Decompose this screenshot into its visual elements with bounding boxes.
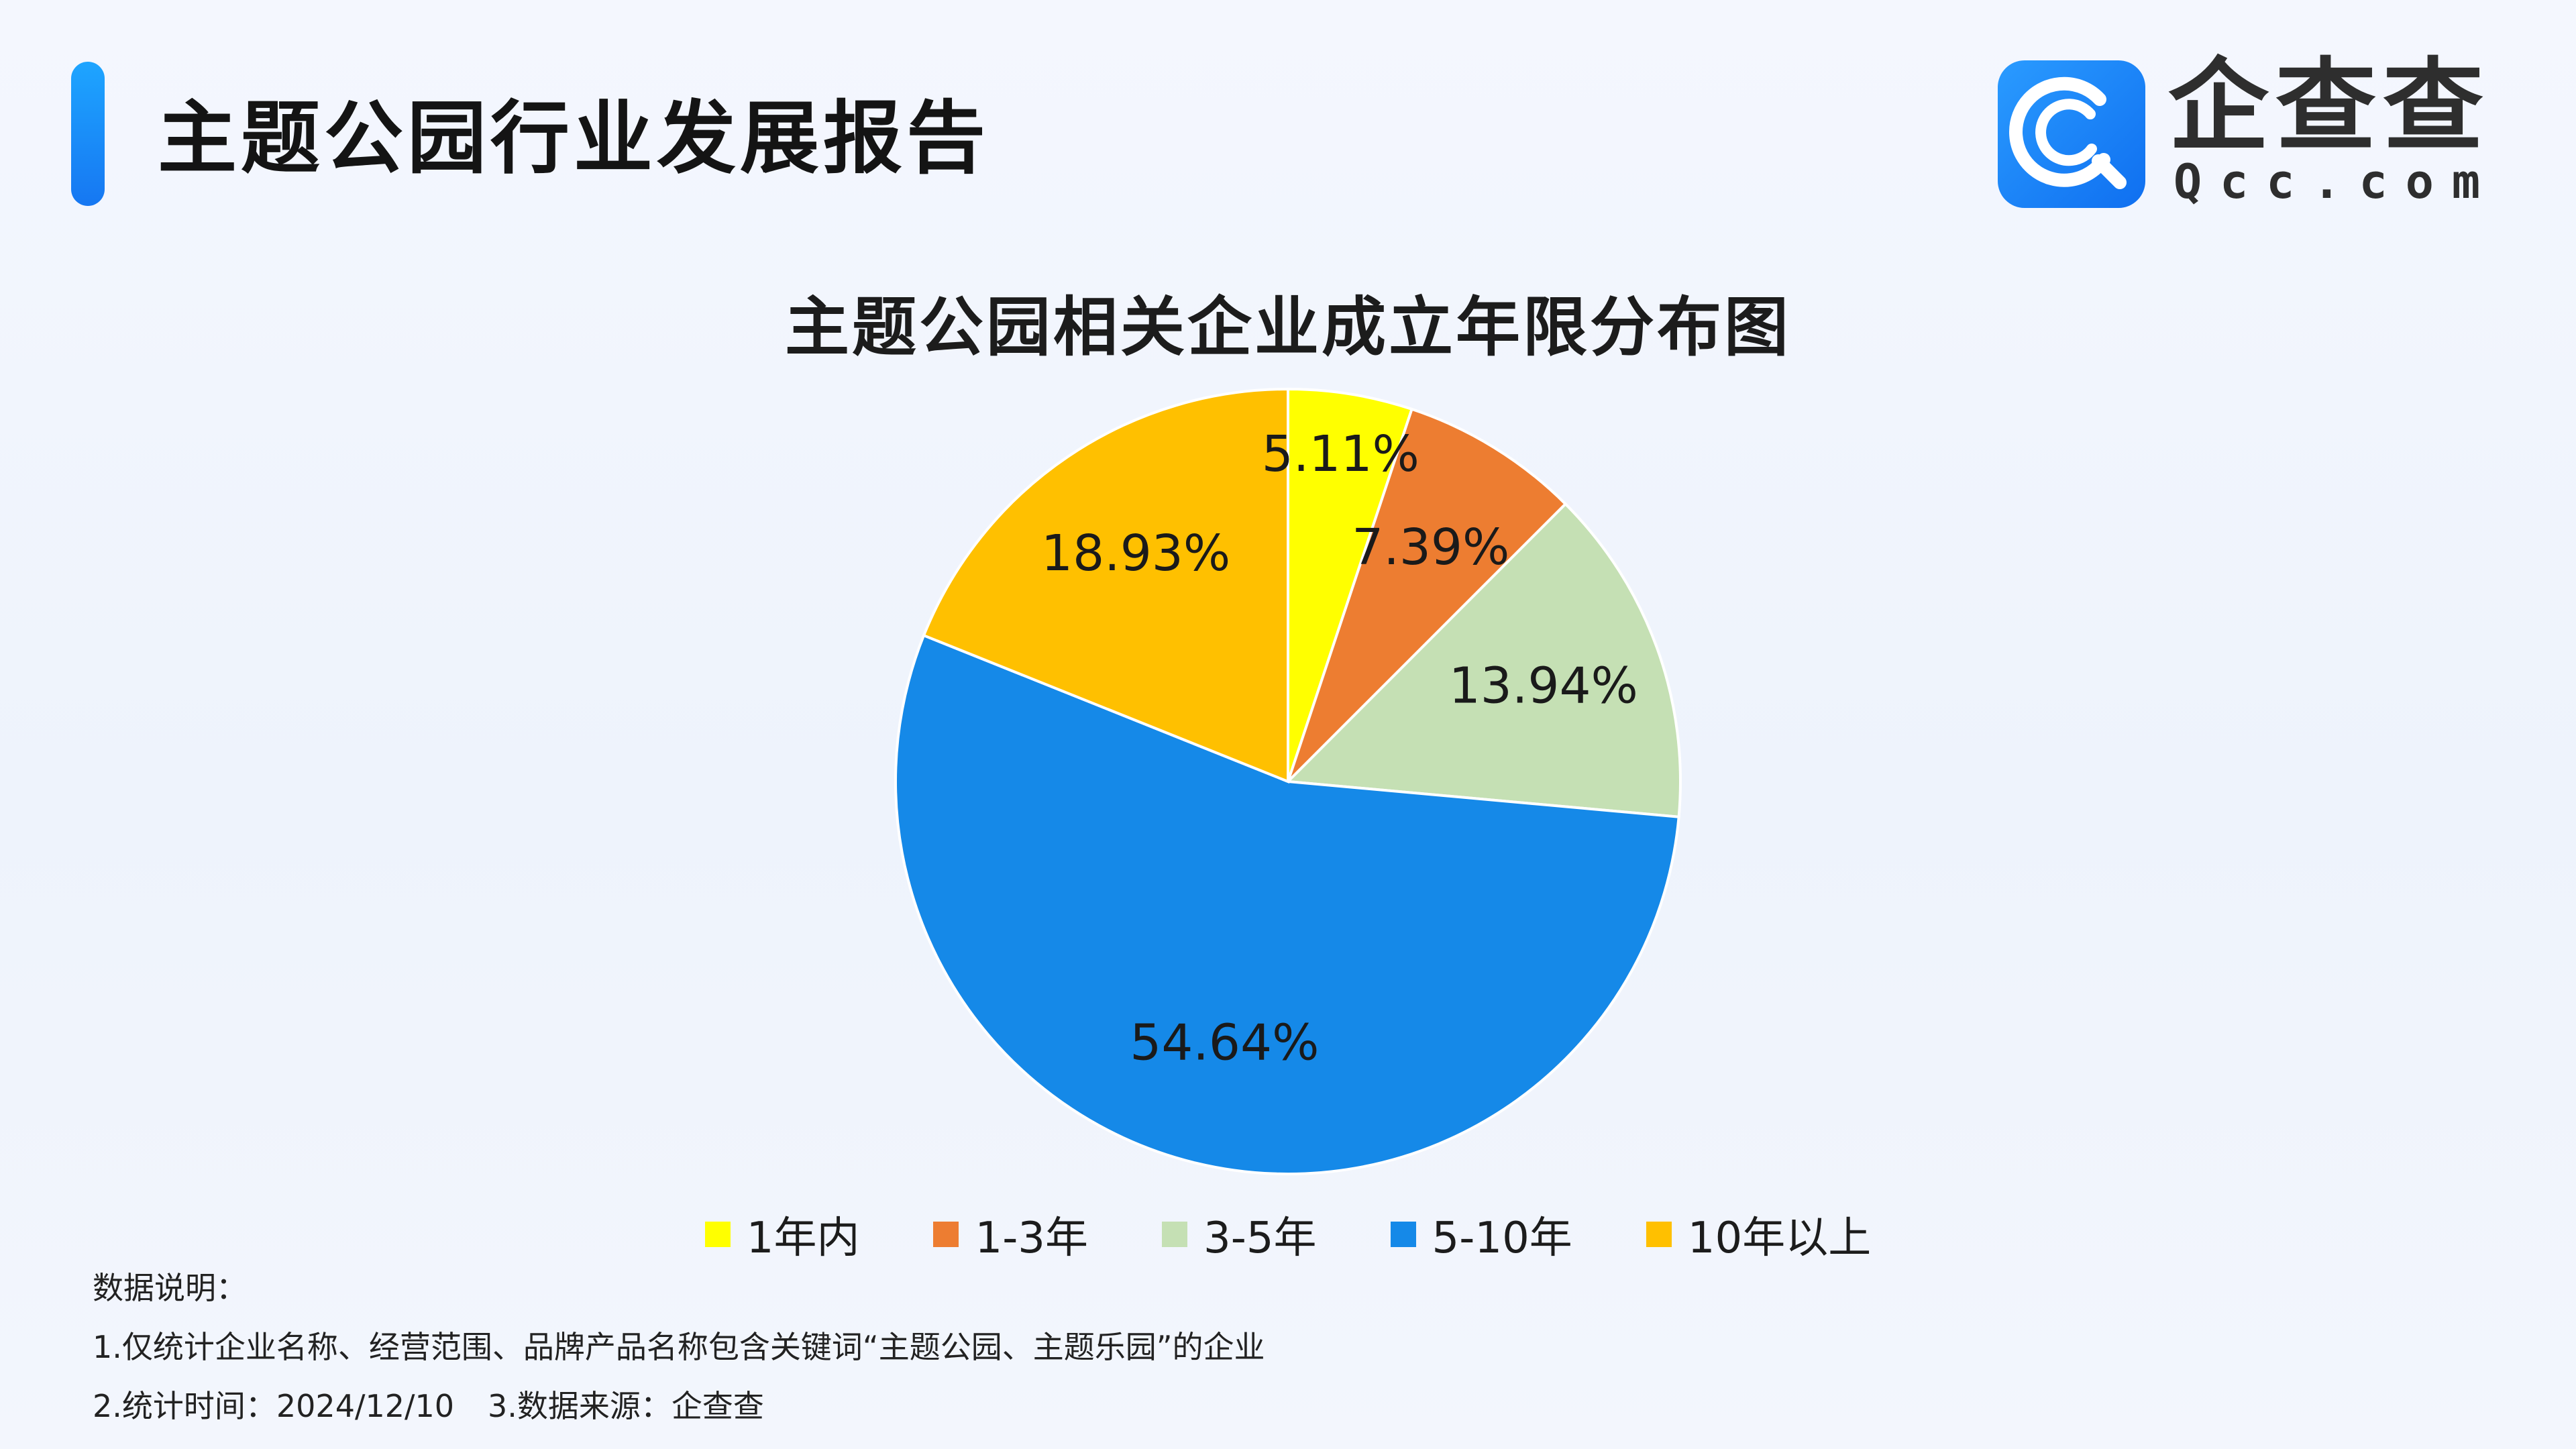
legend-item-4: 5-10年: [1390, 1203, 1572, 1265]
pie-label-1: 5.11%: [1262, 425, 1419, 483]
pie-label-4: 54.64%: [1130, 1014, 1319, 1071]
pie-slice-5: [922, 387, 1289, 784]
notes-line-meta: 2.统计时间：2024/12/10 3.数据来源：企查查: [93, 1377, 1265, 1436]
pie-label-3: 13.94%: [1449, 657, 1638, 715]
legend-label-2: 1-3年: [975, 1214, 1089, 1263]
legend-swatch-3: [1162, 1222, 1188, 1247]
pie-slice-1: [1287, 387, 1414, 782]
logo-name: 企查查: [2168, 48, 2491, 165]
pie-slice-4: [894, 633, 1680, 1175]
pie-slice-2: [1287, 407, 1568, 783]
chart-legend: 1年内 1-3年 3-5年 5-10年 10年以上: [0, 1208, 2576, 1263]
title-accent-bar: [71, 62, 105, 206]
qcc-logo-icon: [1998, 60, 2145, 208]
legend-item-3: 3-5年: [1162, 1203, 1317, 1265]
legend-label-1: 1年内: [746, 1214, 860, 1263]
legend-label-4: 5-10年: [1432, 1214, 1572, 1263]
legend-item-5: 10年以上: [1646, 1203, 1871, 1265]
chart-title: 主题公园相关企业成立年限分布图: [785, 290, 1791, 365]
pie-slice-3: [1285, 502, 1682, 818]
legend-label-3: 3-5年: [1203, 1214, 1317, 1263]
legend-item-1: 1年内: [704, 1203, 860, 1265]
legend-label-5: 10年以上: [1687, 1214, 1872, 1263]
legend-item-2: 1-3年: [933, 1203, 1088, 1265]
pie-label-2: 7.39%: [1352, 519, 1509, 576]
notes-data-source: 3.数据来源：企查查: [488, 1388, 764, 1424]
legend-swatch-2: [933, 1222, 959, 1247]
legend-swatch-4: [1390, 1222, 1416, 1247]
legend-swatch-5: [1646, 1222, 1672, 1247]
data-notes: 数据说明： 1.仅统计企业名称、经营范围、品牌产品名称包含关键词“主题公园、主题…: [93, 1258, 1265, 1436]
notes-heading: 数据说明：: [93, 1270, 247, 1306]
pie-label-5: 18.93%: [1041, 525, 1230, 582]
qcc-logo: 企查查 Qcc.com: [1998, 56, 2514, 209]
notes-stat-time: 2.统计时间：2024/12/10: [93, 1388, 455, 1424]
legend-swatch-1: [704, 1222, 731, 1247]
notes-line-scope: 1.仅统计企业名称、经营范围、品牌产品名称包含关键词“主题公园、主题乐园”的企业: [93, 1329, 1265, 1365]
report-title: 主题公园行业发展报告: [158, 92, 990, 184]
logo-domain: Qcc.com: [2174, 154, 2499, 209]
